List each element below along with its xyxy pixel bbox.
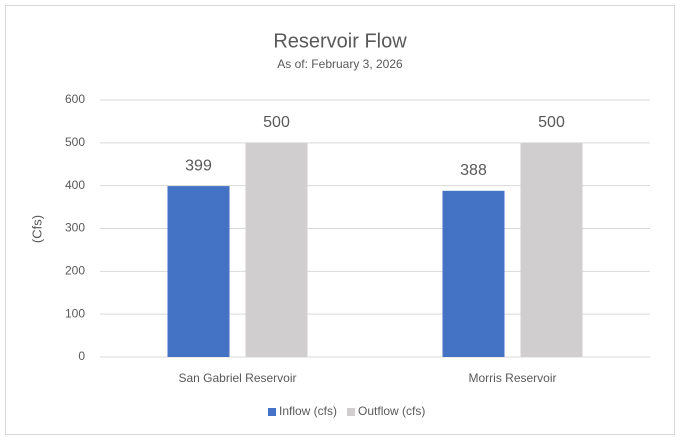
y-tick-label: 200 [65,264,85,278]
bar [245,142,308,357]
chart-title: Reservoir Flow [273,30,407,52]
bar [167,186,230,357]
y-tick-label: 600 [65,92,85,106]
data-label: 399 [185,157,212,174]
x-tick-label: San Gabriel Reservoir [178,371,296,385]
legend-label: Outflow (cfs) [358,404,425,418]
chart-subtitle: As of: February 3, 2026 [277,57,403,71]
y-tick-label: 400 [65,178,85,192]
legend-swatch [268,408,276,416]
y-axis-label: (Cfs) [29,215,44,243]
y-tick-label: 100 [65,306,85,320]
bar [442,190,505,357]
data-label: 500 [538,114,565,131]
y-tick-label: 300 [65,221,85,235]
data-label: 388 [460,162,487,179]
legend-swatch [347,408,356,416]
legend-label: Inflow (cfs) [279,404,337,418]
bar [520,142,583,357]
y-tick-label: 0 [78,349,85,363]
data-label: 500 [263,114,290,131]
y-tick-label: 500 [65,135,85,149]
x-tick-label: Morris Reservoir [468,371,556,385]
